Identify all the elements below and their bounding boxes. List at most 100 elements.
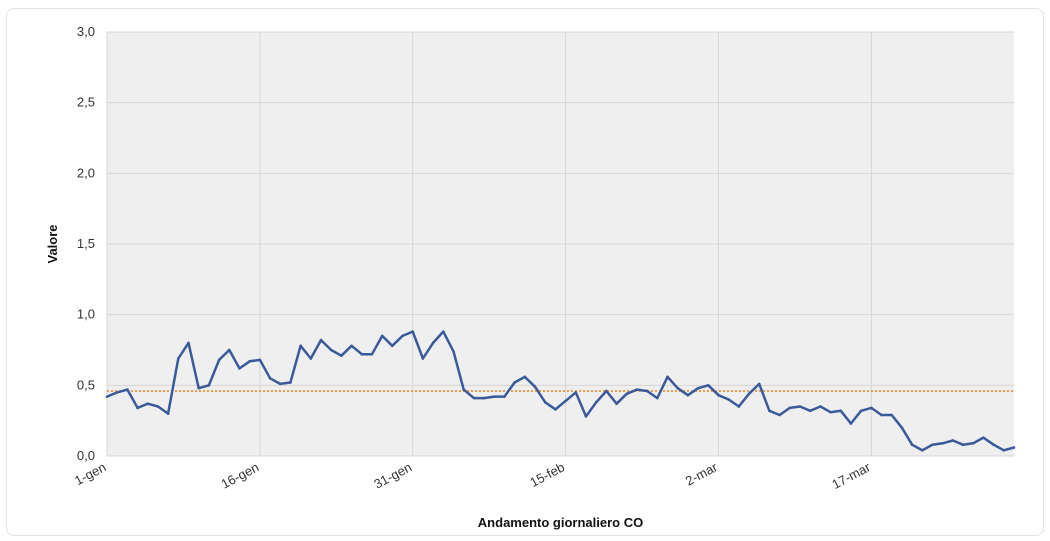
data-point	[472, 396, 476, 400]
data-point	[309, 357, 313, 360]
data-point	[931, 443, 934, 446]
data-point	[197, 386, 201, 390]
data-point	[136, 406, 139, 410]
data-point	[941, 441, 944, 445]
data-point	[329, 348, 333, 352]
data-point	[951, 439, 955, 442]
data-point	[319, 338, 323, 342]
data-point	[115, 391, 119, 394]
data-point	[666, 375, 669, 379]
data-point	[177, 357, 180, 360]
line-chart: 0,00,51,01,52,02,53,0 1-gen 16-gen 31-gen 1…	[45, 24, 1016, 530]
data-point	[910, 443, 914, 446]
chart-card: 0,0 0,5 1,0 1,5 2,0 2,5 3,0 1-gen 16-gen 31-gen 1…	[6, 8, 1044, 536]
data-point	[686, 393, 690, 397]
data-point	[737, 405, 741, 408]
data-point	[207, 384, 211, 387]
data-point	[696, 386, 700, 390]
data-point	[717, 393, 720, 397]
data-point	[808, 409, 812, 413]
data-point	[391, 344, 394, 348]
data-point	[370, 352, 374, 356]
data-point	[421, 357, 425, 360]
data-point	[788, 406, 792, 410]
data-point	[768, 409, 771, 413]
data-point	[442, 330, 445, 333]
y-tick-label: 3,0	[77, 24, 95, 39]
y-axis-ticks: 0,0 0,5 1,0 1,5 2,0 2,5 3,0	[77, 24, 95, 463]
data-point	[706, 384, 710, 387]
data-point	[584, 415, 588, 418]
data-point	[187, 341, 190, 345]
data-point	[920, 449, 924, 452]
data-point	[554, 408, 557, 411]
data-point	[971, 441, 975, 445]
data-point	[615, 402, 618, 406]
data-point	[146, 402, 150, 406]
data-point	[513, 381, 516, 384]
data-point	[961, 443, 965, 446]
data-point	[380, 334, 384, 338]
data-point	[757, 382, 761, 386]
data-point	[503, 395, 506, 398]
data-point	[829, 410, 832, 414]
data-point	[401, 334, 404, 338]
data-point	[798, 405, 802, 408]
data-points	[105, 330, 1016, 452]
y-tick-label: 2,5	[77, 95, 95, 110]
data-point	[819, 405, 822, 408]
x-tick-label: 16-gen	[218, 459, 261, 491]
data-point	[778, 413, 781, 417]
data-point	[360, 352, 364, 356]
data-point	[1002, 449, 1006, 452]
data-point	[849, 422, 853, 425]
data-point	[564, 399, 567, 403]
data-point	[411, 330, 415, 333]
data-point	[156, 405, 160, 408]
data-point	[217, 358, 221, 362]
data-point	[880, 413, 883, 417]
y-tick-label: 1,5	[77, 236, 95, 251]
y-tick-label: 1,0	[77, 307, 95, 322]
data-point	[523, 375, 527, 379]
data-point	[635, 388, 639, 391]
data-point	[890, 413, 894, 417]
data-point	[605, 389, 608, 393]
x-tick-label: 2-mar	[683, 459, 721, 488]
data-point	[340, 354, 343, 357]
data-point	[645, 389, 649, 393]
data-point	[105, 395, 109, 398]
data-point	[543, 400, 547, 404]
data-point	[727, 398, 730, 401]
data-point	[533, 385, 537, 389]
data-point	[350, 344, 353, 348]
series-line	[106, 330, 1015, 452]
data-point	[227, 348, 231, 352]
data-point	[462, 388, 465, 391]
data-point	[492, 395, 496, 398]
x-tick-label: 17-mar	[829, 459, 873, 492]
x-tick-label: 1-gen	[72, 459, 108, 488]
data-point	[870, 406, 873, 410]
data-point	[676, 386, 679, 390]
y-tick-label: 0,0	[77, 448, 95, 463]
data-point	[625, 392, 629, 396]
data-point	[289, 381, 292, 384]
x-axis-title: Andamento giornaliero CO	[478, 515, 643, 530]
data-point	[982, 436, 985, 439]
data-point	[839, 409, 843, 413]
data-point	[258, 358, 262, 362]
grid-lines	[106, 31, 1014, 457]
data-point	[431, 341, 435, 345]
y-tick-label: 2,0	[77, 165, 95, 180]
x-axis-ticks: 1-gen 16-gen 31-gen 15-feb 2-mar 17-mar	[72, 459, 873, 492]
data-point	[166, 412, 170, 415]
data-point	[238, 367, 241, 370]
data-point	[126, 388, 129, 391]
data-point	[992, 443, 995, 446]
data-point	[900, 426, 904, 430]
y-tick-label: 0,5	[77, 377, 95, 392]
data-point	[859, 409, 863, 413]
data-point	[299, 344, 302, 348]
data-point	[268, 376, 272, 380]
